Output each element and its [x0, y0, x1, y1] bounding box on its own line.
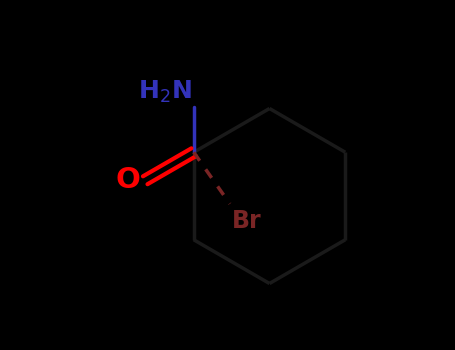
Text: H$_2$N: H$_2$N [138, 79, 192, 105]
Text: O: O [115, 166, 140, 194]
Text: Br: Br [232, 209, 261, 233]
